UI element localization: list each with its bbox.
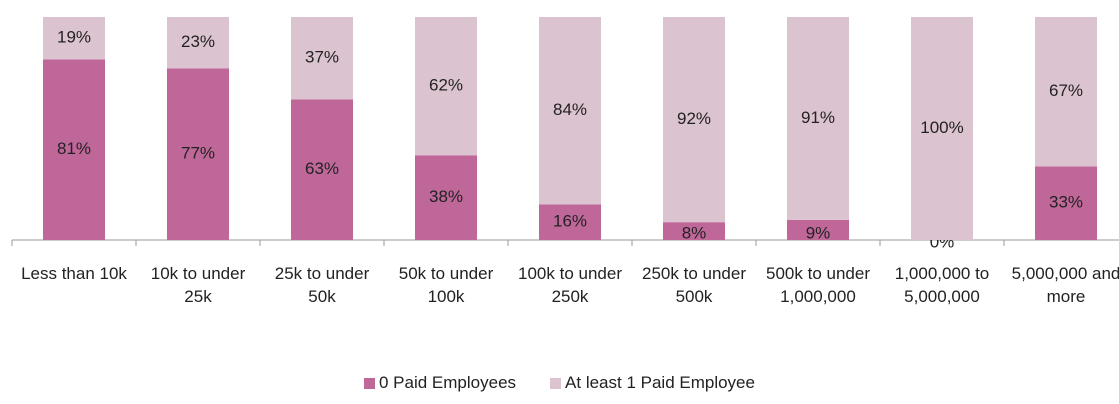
legend: 0 Paid Employees At least 1 Paid Employee: [0, 373, 1119, 393]
bar-segment: [539, 17, 601, 205]
x-tick-label: 500k to under 1,000,000: [766, 264, 870, 306]
bar-segment: [1035, 17, 1097, 167]
legend-label: 0 Paid Employees: [379, 373, 517, 392]
bar-segment: [1035, 166, 1097, 240]
value-label: 63%: [305, 159, 339, 178]
bar-segment: [539, 204, 601, 240]
value-label: 19%: [57, 28, 91, 47]
value-label: 23%: [181, 32, 215, 51]
x-tick-label: 50k to under 100k: [398, 264, 494, 306]
bar-segment: [291, 17, 353, 100]
value-label: 100%: [920, 118, 963, 137]
value-label: 91%: [801, 108, 835, 127]
value-label: 81%: [57, 139, 91, 158]
x-tick-label: 5,000,000 and more: [1011, 264, 1119, 306]
bar-segment: [43, 17, 105, 60]
bar-segment: [911, 17, 973, 240]
legend-label: At least 1 Paid Employee: [565, 373, 755, 392]
value-label: 77%: [181, 144, 215, 163]
value-label: 67%: [1049, 81, 1083, 100]
bar-segment: [787, 17, 849, 220]
x-tick-label: 1,000,000 to 5,000,000: [894, 264, 990, 306]
bar-segment: [167, 17, 229, 69]
value-label: 62%: [429, 76, 463, 95]
x-tick-label: 250k to under 500k: [642, 264, 746, 306]
x-tick-label: 100k to under 250k: [518, 264, 622, 306]
value-label: 9%: [806, 223, 831, 242]
bar-segment: [787, 219, 849, 240]
legend-swatch: [550, 377, 562, 389]
bar-segment: [415, 155, 477, 240]
value-label: 92%: [677, 109, 711, 128]
x-tick-label: Less than 10k: [21, 264, 127, 283]
x-tick-label: 10k to under 25k: [150, 264, 246, 306]
x-tick-label: 25k to under 50k: [274, 264, 370, 306]
value-label: 38%: [429, 187, 463, 206]
value-label: 33%: [1049, 193, 1083, 212]
bar-segment: [43, 59, 105, 241]
bar-segment: [415, 17, 477, 156]
value-label: 37%: [305, 48, 339, 67]
value-label: 16%: [553, 212, 587, 231]
bar-segment: [663, 17, 725, 223]
legend-item: At least 1 Paid Employee: [550, 373, 755, 393]
bar-segment: [663, 222, 725, 240]
bar-segment: [291, 99, 353, 240]
legend-item: 0 Paid Employees: [364, 373, 516, 393]
chart: 81% 19% 77% 23% 63% 37% 38% 62% 16% 84% 8% 92% 9% 91%…: [11, 17, 1119, 251]
bar-segment: [167, 68, 229, 240]
legend-swatch: [364, 377, 375, 389]
value-label: 8%: [682, 223, 707, 242]
value-label: 84%: [553, 100, 587, 119]
